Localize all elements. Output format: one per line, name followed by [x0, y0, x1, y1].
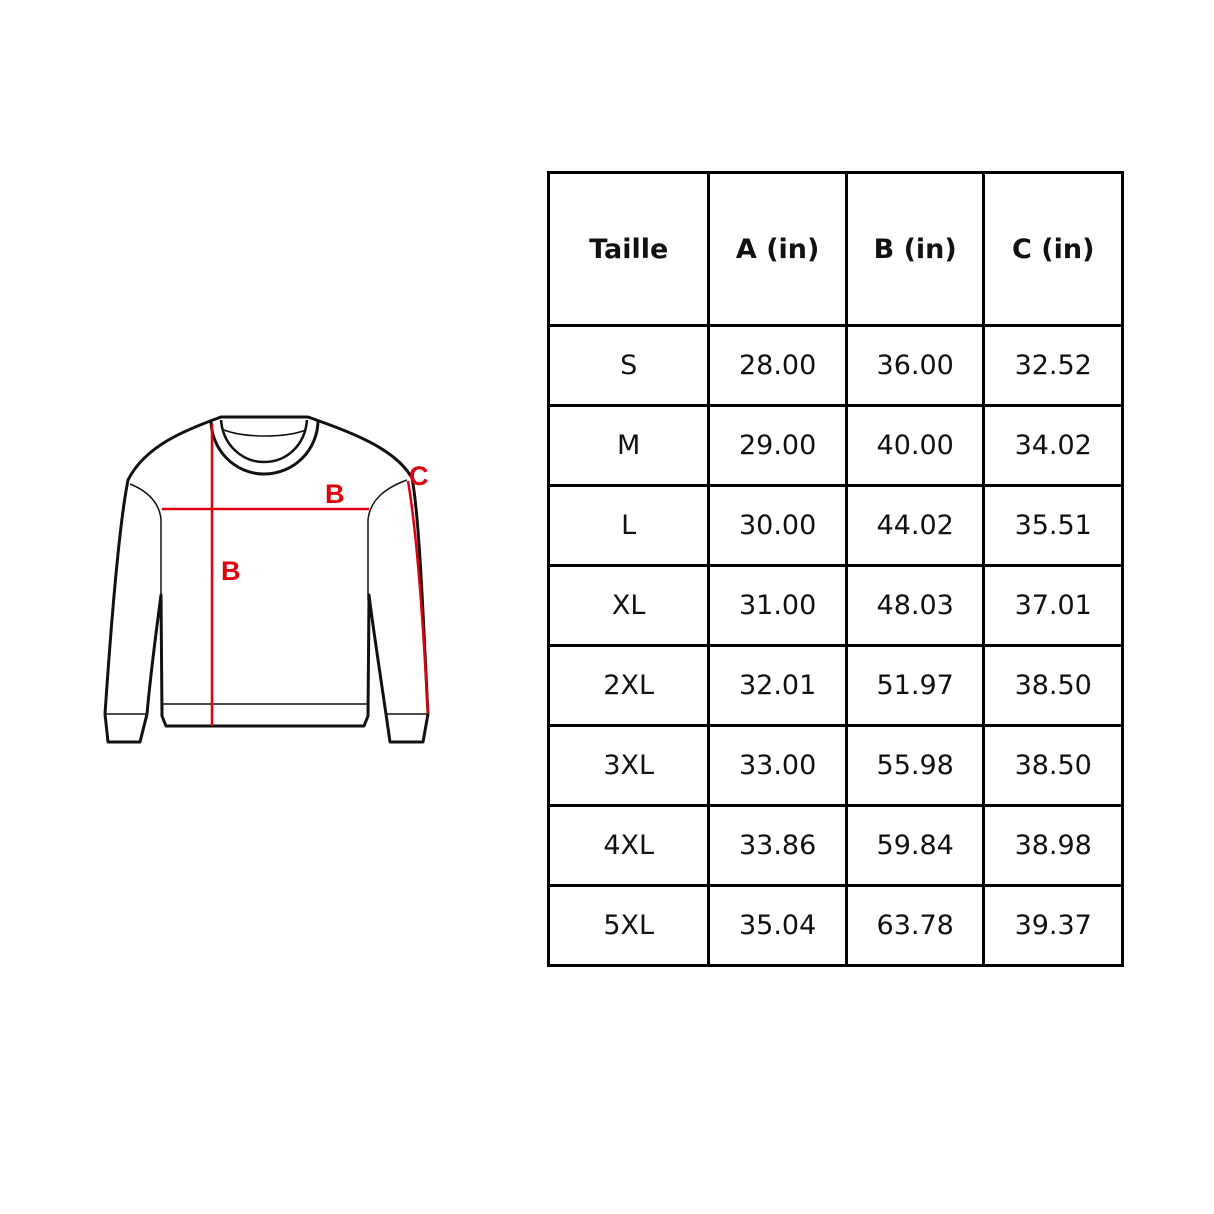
measurement-cell: 31.00	[707, 564, 848, 647]
width-label: B	[325, 479, 345, 509]
measurement-cell: 30.00	[707, 484, 848, 567]
measurement-cell: 48.03	[844, 564, 986, 647]
measurement-cell: 34.02	[982, 404, 1124, 487]
measurement-cell: 40.00	[844, 404, 986, 487]
table-row: M 29.00 40.00 34.02	[546, 404, 1124, 487]
size-cell: 2XL	[546, 644, 711, 727]
table-row: XL 31.00 48.03 37.01	[546, 564, 1124, 647]
measurement-cell: 33.00	[707, 724, 848, 807]
header-c: C (in)	[982, 171, 1124, 327]
measurement-cell: 33.86	[707, 804, 848, 887]
header-a: A (in)	[707, 171, 848, 327]
measurement-cell: 35.04	[707, 884, 848, 967]
size-cell: S	[546, 324, 711, 407]
measurement-cell: 38.50	[982, 644, 1124, 727]
measurement-cell: 37.01	[982, 564, 1124, 647]
measurement-cell: 29.00	[707, 404, 848, 487]
table-row: S 28.00 36.00 32.52	[546, 324, 1124, 407]
size-cell: XL	[546, 564, 711, 647]
collar	[209, 419, 320, 476]
length-label: B	[221, 556, 241, 586]
measurement-cell: 28.00	[707, 324, 848, 407]
measurement-cell: 36.00	[844, 324, 986, 407]
sleeve-label: C	[409, 461, 429, 491]
measurement-cell: 55.98	[844, 724, 986, 807]
collar-inner	[219, 419, 309, 464]
measurement-cell: 38.50	[982, 724, 1124, 807]
measurement-cell: 59.84	[844, 804, 986, 887]
size-cell: 3XL	[546, 724, 711, 807]
measurement-cell: 39.37	[982, 884, 1124, 967]
size-cell: 5XL	[546, 884, 711, 967]
measurement-cell: 51.97	[844, 644, 986, 727]
table-row: 3XL 33.00 55.98 38.50	[546, 724, 1124, 807]
measurement-cell: 35.51	[982, 484, 1124, 567]
measurement-cell: 63.78	[844, 884, 986, 967]
header-size: Taille	[546, 171, 711, 327]
sleeve-measure-line	[406, 480, 430, 715]
sweater-outline	[103, 415, 430, 744]
size-chart-table: Taille A (in) B (in) C (in) S 28.00 36.00 3…	[546, 171, 1124, 967]
table-row: 2XL 32.01 51.97 38.50	[546, 644, 1124, 727]
table-row: L 30.00 44.02 35.51	[546, 484, 1124, 567]
measurement-cell: 32.52	[982, 324, 1124, 407]
header-row: Taille A (in) B (in) C (in)	[546, 171, 1124, 327]
table-row: 4XL 33.86 59.84 38.98	[546, 804, 1124, 887]
measurement-cell: 38.98	[982, 804, 1124, 887]
measurement-cell: 44.02	[844, 484, 986, 567]
header-b: B (in)	[844, 171, 986, 327]
table-row: 5XL 35.04 63.78 39.37	[546, 884, 1124, 967]
size-cell: 4XL	[546, 804, 711, 887]
measurement-cell: 32.01	[707, 644, 848, 727]
size-cell: L	[546, 484, 711, 567]
size-cell: M	[546, 404, 711, 487]
